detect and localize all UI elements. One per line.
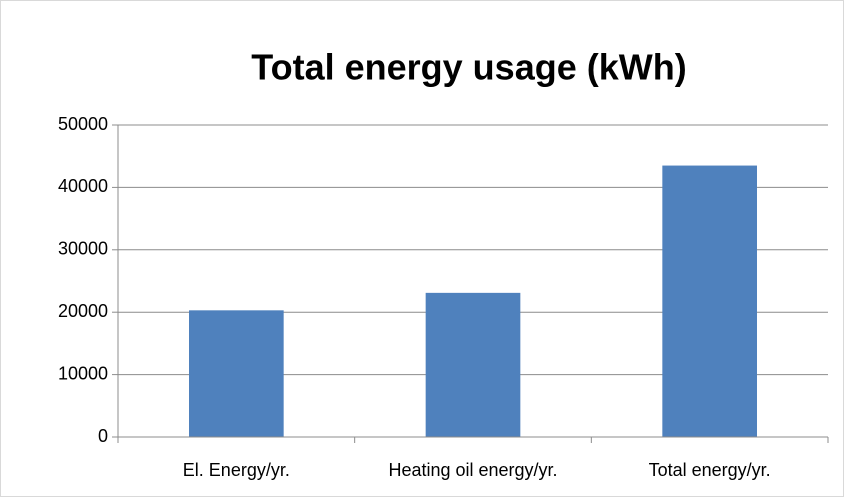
y-tick-label: 30000: [58, 239, 108, 259]
y-tick-label: 10000: [58, 363, 108, 383]
x-tick-label: Total energy/yr.: [649, 460, 771, 480]
bar: [189, 310, 284, 437]
bar: [662, 165, 757, 437]
y-tick-label: 40000: [58, 176, 108, 196]
y-tick-label: 50000: [58, 114, 108, 134]
y-tick-label: 20000: [58, 301, 108, 321]
bar: [425, 292, 521, 437]
chart-title: Total energy usage (kWh): [251, 47, 686, 88]
x-tick-label: El. Energy/yr.: [183, 460, 290, 480]
x-tick-label: Heating oil energy/yr.: [388, 460, 557, 480]
y-tick-label: 0: [98, 426, 108, 446]
